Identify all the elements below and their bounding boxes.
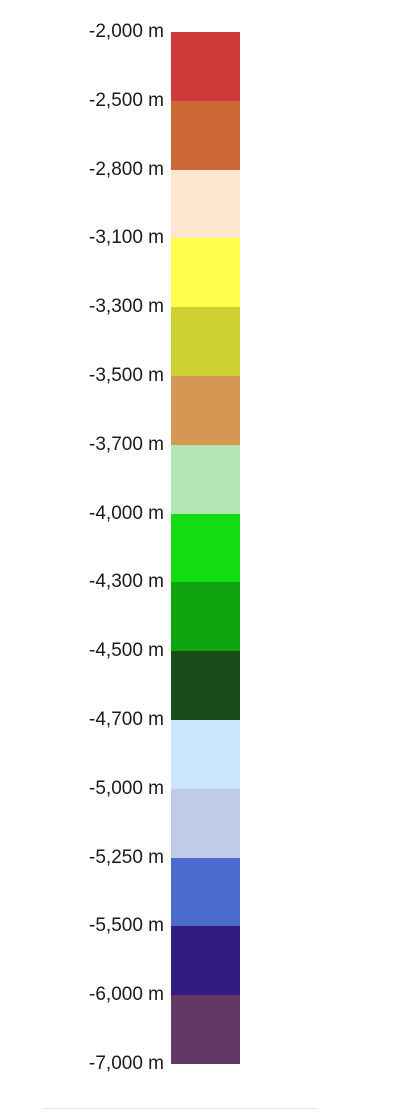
legend-label: -7,000 m — [89, 1053, 164, 1074]
legend-label: -5,000 m — [89, 777, 164, 799]
divider — [42, 1108, 318, 1109]
legend-swatch — [171, 720, 240, 789]
legend-label: -5,250 m — [89, 846, 164, 868]
legend-swatch — [171, 514, 240, 582]
legend-swatch — [171, 789, 240, 858]
legend-label: -6,000 m — [89, 984, 164, 1006]
legend-label: -3,300 m — [89, 296, 164, 318]
legend-label: -5,500 m — [89, 915, 164, 937]
legend-swatch — [171, 376, 240, 445]
legend-label: -4,700 m — [89, 709, 164, 730]
legend-swatch — [171, 858, 240, 926]
legend-label: -2,800 m — [89, 158, 164, 180]
legend-swatch — [171, 995, 240, 1064]
legend-label: -4,000 m — [89, 502, 164, 524]
legend-label: -2,500 m — [89, 89, 164, 111]
legend-label: -4,500 m — [89, 640, 164, 662]
legend-label: -3,700 m — [89, 433, 164, 455]
legend-label: -3,100 m — [89, 227, 164, 249]
legend-swatch — [171, 170, 240, 238]
legend-swatch — [171, 926, 240, 995]
legend-swatch — [171, 238, 240, 307]
legend-swatch — [171, 32, 240, 101]
legend-swatch — [171, 445, 240, 514]
legend-swatch — [171, 307, 240, 376]
legend-swatch — [171, 582, 240, 651]
legend-swatch — [171, 651, 240, 720]
legend-label: -2,000 m — [89, 21, 164, 42]
legend-swatch — [171, 101, 240, 170]
legend-label: -3,500 m — [89, 365, 164, 386]
legend-label: -4,300 m — [89, 571, 164, 593]
